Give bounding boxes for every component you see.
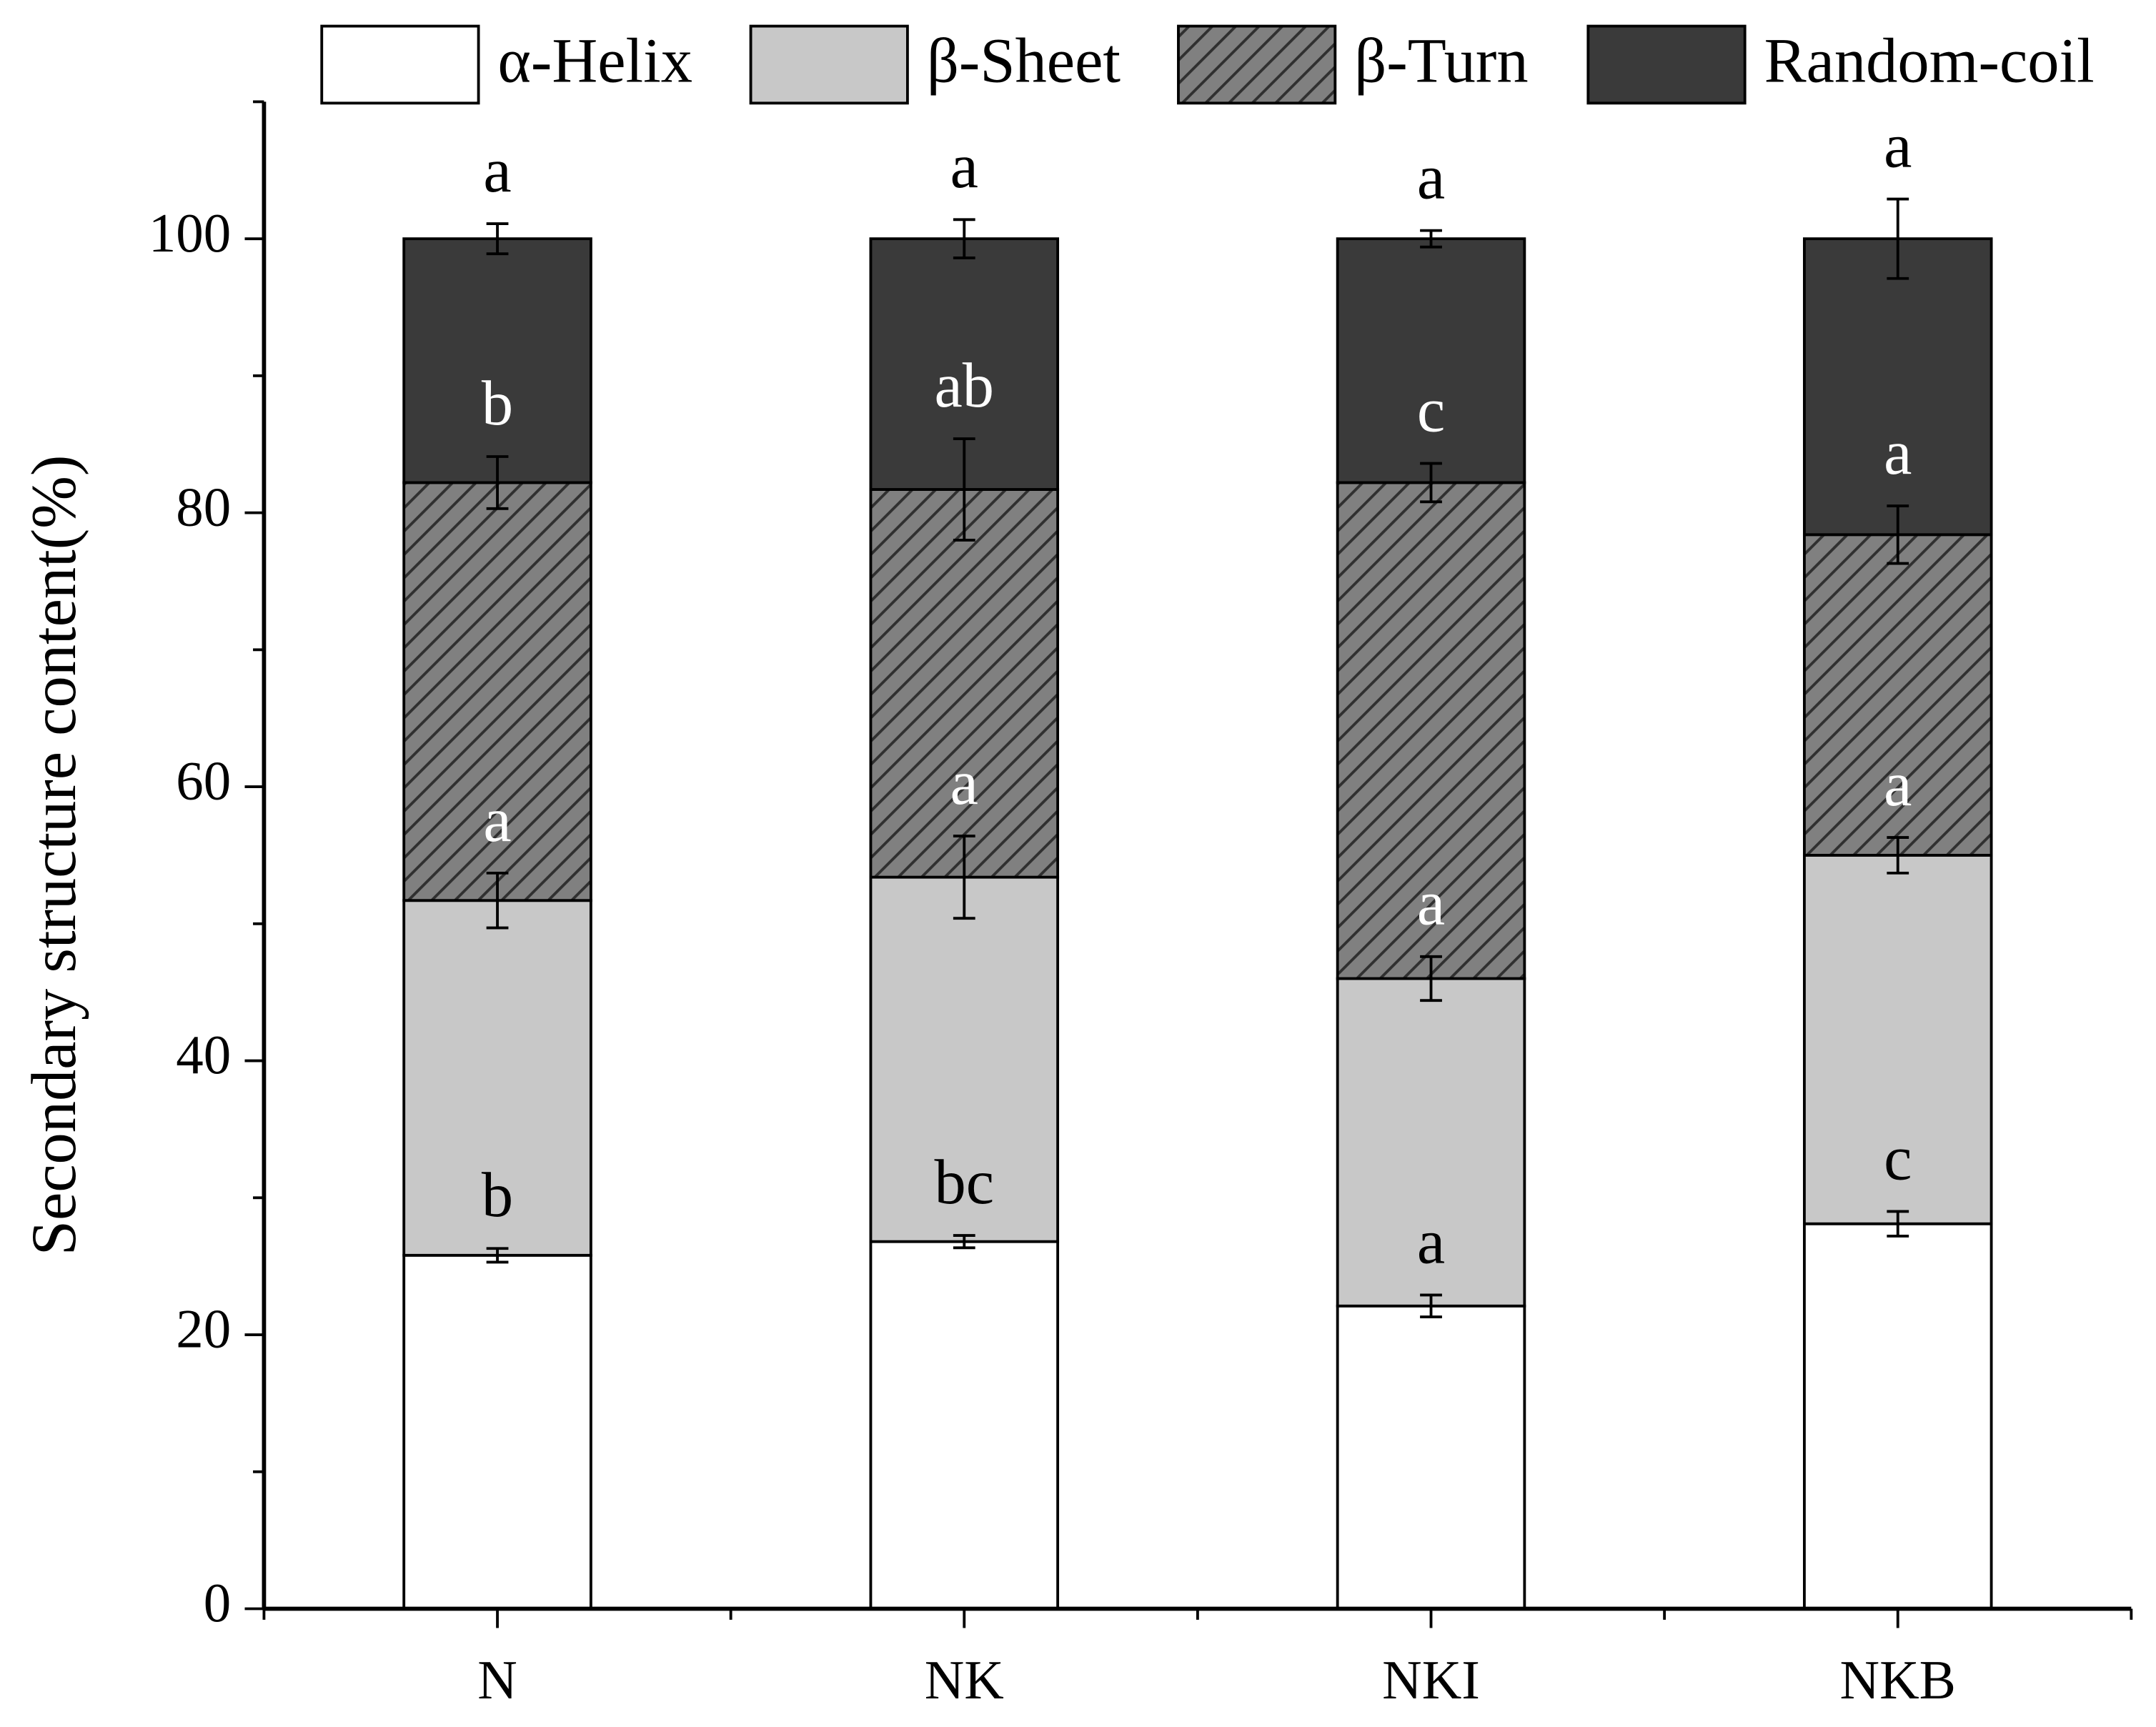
legend-swatch (1177, 24, 1337, 105)
error-bar (1887, 504, 1909, 565)
significance-label: a (1417, 143, 1445, 213)
bar-segment (402, 899, 592, 1257)
y-tick-label: 60 (176, 750, 231, 812)
error-bar (486, 222, 509, 256)
error-bar (486, 455, 509, 510)
x-tick-label: NK (925, 1649, 1004, 1711)
significance-label: a (1884, 111, 1912, 181)
significance-label: a (1417, 869, 1445, 939)
error-bar (486, 1247, 509, 1264)
significance-label: c (1884, 1123, 1912, 1193)
error-bar (1420, 1293, 1442, 1319)
bar-segment (402, 481, 592, 902)
error-bar (1887, 1210, 1909, 1238)
error-bar (486, 871, 509, 930)
legend-label: α-Helix (498, 26, 692, 96)
y-tick-label: 0 (204, 1572, 231, 1633)
significance-label: a (950, 748, 978, 818)
legend-swatch (749, 24, 909, 105)
bar-segment (869, 1240, 1060, 1611)
y-axis-label: Secondary structure content(%) (19, 455, 89, 1256)
significance-label: a (1884, 418, 1912, 488)
y-tick-label: 20 (176, 1298, 231, 1360)
legend-label: Random-coil (1764, 26, 2095, 96)
error-bar (1420, 955, 1442, 1002)
bar-segment (869, 488, 1060, 879)
legend-swatch (1586, 24, 1747, 105)
error-bar (1420, 462, 1442, 504)
bar-segment (1336, 481, 1526, 980)
error-bar (953, 1234, 975, 1250)
significance-label: a (483, 136, 511, 206)
significance-label: b (482, 1160, 513, 1230)
error-bar (953, 218, 975, 259)
bar-segment (402, 1253, 592, 1611)
significance-label: a (483, 785, 511, 855)
legend-label: β-Turn (1354, 26, 1528, 96)
bar-segment (869, 875, 1060, 1243)
y-tick-label: 100 (149, 202, 231, 264)
bar-segment (1336, 237, 1526, 484)
significance-label: c (1417, 375, 1445, 445)
significance-label: ab (935, 351, 995, 421)
bar-segment (1802, 533, 1993, 857)
x-tick-label: NKI (1382, 1649, 1480, 1711)
x-tick-label: N (477, 1649, 517, 1711)
error-bar (1420, 229, 1442, 249)
significance-label: a (950, 131, 978, 201)
error-bar (1887, 197, 1909, 280)
legend-swatch (320, 24, 480, 105)
error-bar (1887, 836, 1909, 875)
error-bar (953, 437, 975, 542)
bar-segment (1336, 977, 1526, 1308)
y-tick-label: 80 (176, 476, 231, 537)
bar-segment (402, 237, 592, 484)
x-tick-label: NKB (1840, 1649, 1956, 1711)
legend-label: β-Sheet (927, 26, 1121, 96)
bar-segment (1802, 854, 1993, 1225)
bar-segment (1336, 1304, 1526, 1611)
bar-segment (1802, 237, 1993, 537)
significance-label: a (1884, 750, 1912, 820)
significance-label: b (482, 369, 513, 439)
bar-segment (1802, 1222, 1993, 1611)
error-bar (953, 835, 975, 920)
y-tick-label: 40 (176, 1024, 231, 1085)
significance-label: a (1417, 1207, 1445, 1277)
significance-label: bc (935, 1148, 995, 1218)
